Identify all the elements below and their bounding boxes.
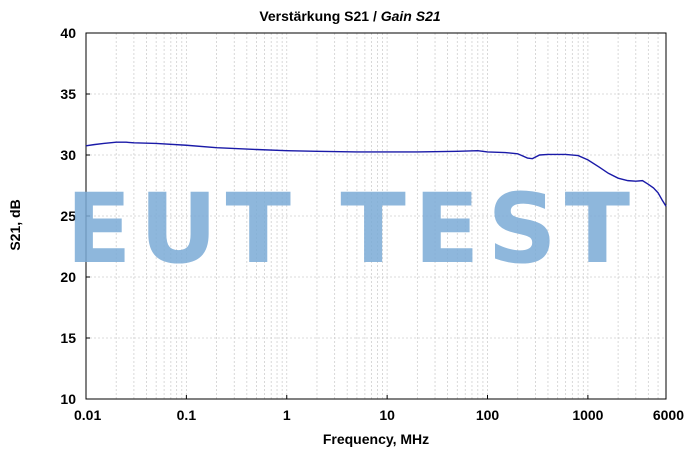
y-tick-label: 25 [60, 208, 76, 224]
x-tick-label: 0.1 [177, 407, 197, 423]
x-axis: 0.01 0.1 1 10 100 1000 6000 [74, 395, 684, 423]
x-tick-label: 0.01 [74, 407, 101, 423]
y-tick-label: 10 [60, 391, 76, 407]
y-axis-label: S21, dB [7, 199, 23, 250]
x-tick-label: 6000 [653, 407, 684, 423]
grid [86, 33, 666, 399]
watermark: EUT TEST [66, 173, 638, 285]
y-tick-label: 40 [60, 25, 76, 41]
chart-title-separator: / [369, 8, 381, 24]
y-tick-label: 30 [60, 147, 76, 163]
x-tick-label: 100 [476, 407, 500, 423]
chart-title-en: Gain S21 [381, 8, 441, 24]
y-tick-label: 35 [60, 86, 76, 102]
x-axis-label: Frequency, MHz [323, 431, 429, 447]
x-tick-label: 10 [379, 407, 395, 423]
series-line [85, 141, 667, 207]
x-tick-label: 1 [283, 407, 291, 423]
chart-title: Verstärkung S21 / Gain S21 [259, 8, 441, 24]
y-axis: 10 15 20 25 30 35 40 [60, 25, 90, 407]
y-tick-label: 15 [60, 330, 76, 346]
chart-title-de: Verstärkung S21 [259, 8, 369, 24]
x-tick-label: 1000 [572, 407, 603, 423]
y-tick-label: 20 [60, 269, 76, 285]
